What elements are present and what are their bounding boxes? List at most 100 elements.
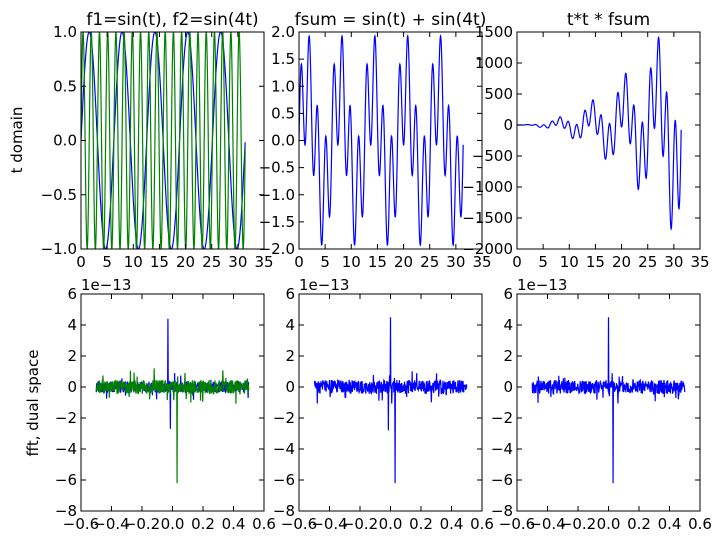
subplot-title: f1=sin(t), f2=sin(4t): [86, 10, 258, 30]
x-tick-label: 5: [102, 253, 112, 271]
x-tick-label: 25: [638, 253, 657, 271]
x-tick-label: 0.6: [470, 515, 494, 533]
x-tick-label: 25: [202, 253, 221, 271]
x-tick-label: 0.2: [409, 515, 433, 533]
x-tick-label: 0: [76, 253, 86, 271]
y-tick-label: 1.5: [271, 50, 295, 68]
y-tick-label: 0: [503, 116, 513, 134]
y-tick-label: 6: [503, 285, 513, 303]
y-tick-label: −1500: [462, 209, 513, 227]
y-tick-label: −6: [55, 471, 77, 489]
y-tick-label: 4: [285, 316, 295, 334]
y-tick-label: 0.0: [271, 132, 295, 150]
x-tick-label: 0: [512, 253, 522, 271]
axes-frame: [516, 31, 701, 250]
x-tick-label: −0.2: [124, 515, 160, 533]
y-tick-label: −1.0: [41, 240, 77, 258]
x-tick-label: 0.0: [597, 515, 621, 533]
y-tick-label: 2: [285, 347, 295, 365]
x-tick-label: 10: [560, 253, 579, 271]
y-tick-label: 1.0: [271, 77, 295, 95]
x-tick-label: 20: [176, 253, 195, 271]
y-tick-label: 1.0: [53, 23, 77, 41]
x-tick-label: 35: [690, 253, 709, 271]
x-tick-label: −0.4: [93, 515, 129, 533]
subplot-fsum: fsum = sin(t) + sin(4t) 0 5 10 15 20 25 30 35 −2…: [259, 10, 492, 271]
y-tick-label: 0: [503, 378, 513, 396]
y-tick-label: 4: [67, 316, 77, 334]
y-tick-label: −4: [273, 440, 295, 458]
y-tick-label: −6: [273, 471, 295, 489]
y-tick-label: −2000: [462, 240, 513, 258]
series-line-1: [517, 36, 682, 231]
y-tick-label: −1000: [462, 178, 513, 196]
x-tick-label: 30: [228, 253, 247, 271]
series-line-1: [299, 33, 464, 247]
x-tick-label: −0.4: [311, 515, 347, 533]
x-tick-label: −0.6: [63, 515, 99, 533]
subplot-fft-f1-f2: 1e−13 −0.6−0.4−0.2 0.0 0.2 0.4 0.6 −8 −6 −4 −2 0 2…: [55, 276, 276, 533]
y-tick-label: 6: [285, 285, 295, 303]
y-tick-label: −1.5: [259, 213, 295, 231]
y-tick-label: 2.0: [271, 23, 295, 41]
y-tick-label: −8: [55, 502, 77, 520]
y-tick-label: 0.5: [271, 104, 295, 122]
x-tick-label: 15: [150, 253, 169, 271]
y-tick-label: 0: [67, 378, 77, 396]
offset-label: 1e−13: [81, 276, 131, 294]
subplot-f1-f2: f1=sin(t), f2=sin(4t) 0 5 10 15 20 25 30 35 −1.0…: [41, 10, 274, 271]
y-tick-label: −8: [491, 502, 513, 520]
x-tick-label: 10: [342, 253, 361, 271]
x-tick-label: 20: [612, 253, 631, 271]
series-line-1: [313, 317, 468, 484]
y-tick-label: 0.5: [53, 77, 77, 95]
y-tick-label: −8: [273, 502, 295, 520]
y-tick-label: 500: [484, 85, 513, 103]
y-tick-label: 1500: [475, 23, 513, 41]
x-tick-label: −0.2: [342, 515, 378, 533]
offset-label: 1e−13: [299, 276, 349, 294]
series-line-2: [81, 32, 246, 249]
subplot-tt-fsum: t*t * fsum 0 5 10 15 20 25 30 35−2000−1500−1000…: [462, 10, 709, 271]
row-label-fft: fft, dual space: [24, 350, 42, 457]
y-tick-label: −2: [491, 409, 513, 427]
subplot-title: t*t * fsum: [567, 10, 650, 30]
y-tick-label: 0: [285, 378, 295, 396]
x-tick-label: 25: [420, 253, 439, 271]
x-tick-label: 0.6: [252, 515, 276, 533]
x-tick-label: 10: [124, 253, 143, 271]
x-tick-label: 0.0: [379, 515, 403, 533]
subplot-title: fsum = sin(t) + sin(4t): [295, 10, 487, 30]
series-line-1: [531, 317, 686, 484]
x-tick-label: 0.4: [440, 515, 464, 533]
y-tick-label: −4: [55, 440, 77, 458]
offset-label: 1e−13: [517, 276, 567, 294]
x-tick-label: 35: [254, 253, 273, 271]
x-tick-label: 0.2: [627, 515, 651, 533]
row-label-time-domain: t domain: [8, 107, 26, 174]
x-tick-label: 0.0: [161, 515, 185, 533]
x-tick-label: 0.6: [688, 515, 712, 533]
y-tick-label: −0.5: [259, 159, 295, 177]
y-tick-label: −2: [273, 409, 295, 427]
y-tick-label: 0.0: [53, 132, 77, 150]
x-tick-label: 15: [586, 253, 605, 271]
y-tick-label: 4: [503, 316, 513, 334]
x-tick-label: 0.4: [658, 515, 682, 533]
x-tick-label: 35: [472, 253, 491, 271]
y-tick-label: −2: [55, 409, 77, 427]
y-tick-label: −500: [472, 147, 513, 165]
y-tick-label: 2: [503, 347, 513, 365]
x-tick-label: 0: [294, 253, 304, 271]
x-tick-label: −0.6: [281, 515, 317, 533]
y-tick-label: 1000: [475, 54, 513, 72]
x-tick-label: 0.2: [191, 515, 215, 533]
x-tick-label: −0.4: [529, 515, 565, 533]
x-tick-label: 30: [446, 253, 465, 271]
series-line-1: [95, 318, 250, 429]
x-tick-label: −0.6: [499, 515, 535, 533]
subplot-fft-fsum: 1e−13 −0.6−0.4−0.2 0.0 0.2 0.4 0.6 −8 −6 −4 −2 0 2…: [273, 276, 494, 533]
series-line-2: [95, 368, 250, 484]
x-tick-label: 30: [664, 253, 683, 271]
